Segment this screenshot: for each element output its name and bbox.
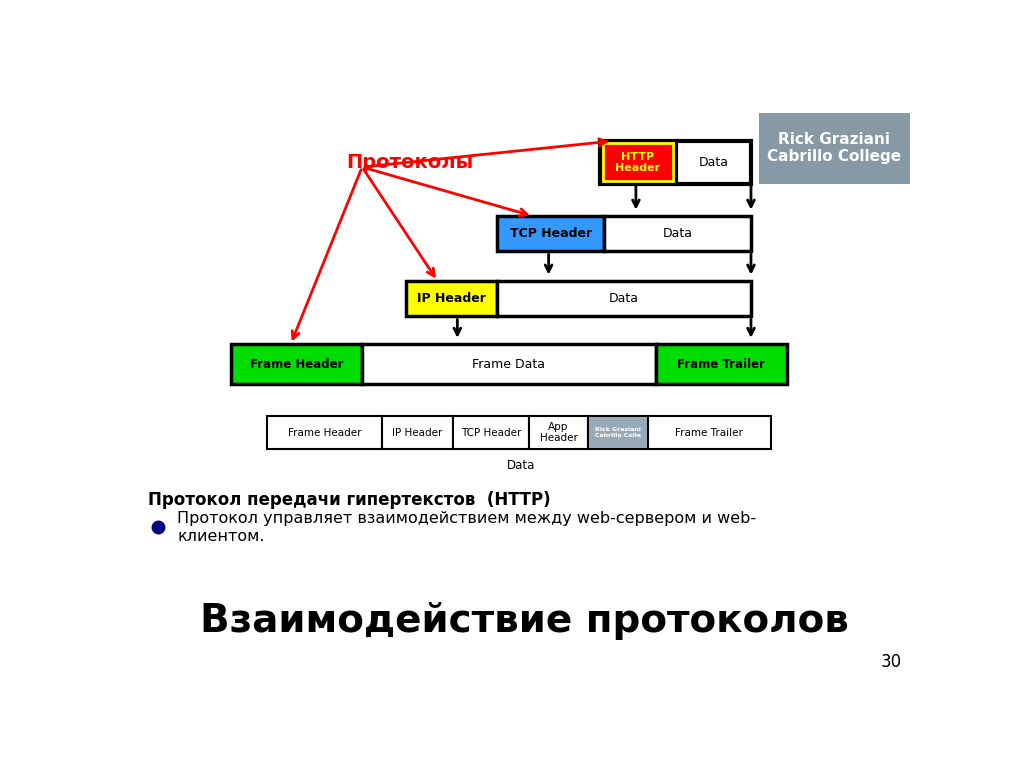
FancyBboxPatch shape	[362, 344, 655, 384]
Text: IP Header: IP Header	[417, 292, 485, 305]
FancyBboxPatch shape	[382, 416, 454, 449]
FancyBboxPatch shape	[676, 141, 751, 183]
FancyBboxPatch shape	[759, 113, 909, 183]
FancyBboxPatch shape	[589, 417, 647, 448]
FancyBboxPatch shape	[497, 281, 751, 317]
FancyBboxPatch shape	[588, 416, 648, 449]
FancyBboxPatch shape	[231, 344, 362, 384]
Text: Data: Data	[698, 156, 728, 169]
Text: Rick Graziani
Cabrillo Colle: Rick Graziani Cabrillo Colle	[595, 427, 641, 438]
Text: Взаимодействие протоколов: Взаимодействие протоколов	[201, 601, 849, 640]
FancyBboxPatch shape	[497, 216, 604, 252]
Text: 30: 30	[881, 653, 902, 671]
Text: Frame Header: Frame Header	[250, 357, 343, 370]
Text: TCP Header: TCP Header	[510, 227, 592, 240]
Text: Frame Trailer: Frame Trailer	[677, 357, 765, 370]
FancyBboxPatch shape	[406, 281, 497, 317]
Text: Data: Data	[507, 459, 535, 472]
Text: Data: Data	[663, 227, 692, 240]
Text: Протокол управляет взаимодействием между web-сервером и web-
клиентом.: Протокол управляет взаимодействием между…	[177, 511, 757, 544]
Text: TCP Header: TCP Header	[461, 427, 521, 437]
Text: Data: Data	[609, 292, 639, 305]
FancyBboxPatch shape	[528, 416, 588, 449]
Text: App
Header: App Header	[540, 422, 578, 443]
FancyBboxPatch shape	[267, 416, 382, 449]
FancyBboxPatch shape	[454, 416, 528, 449]
FancyBboxPatch shape	[648, 416, 771, 449]
Text: HTTP
Header: HTTP Header	[615, 152, 660, 173]
FancyBboxPatch shape	[655, 344, 786, 384]
Text: Протоколы: Протоколы	[346, 153, 473, 173]
Text: Frame Trailer: Frame Trailer	[676, 427, 743, 437]
Text: Rick Graziani
Cabrillo College: Rick Graziani Cabrillo College	[767, 132, 901, 164]
Text: Frame Data: Frame Data	[472, 357, 546, 370]
Text: IP Header: IP Header	[392, 427, 442, 437]
FancyBboxPatch shape	[600, 141, 676, 183]
Text: Frame Header: Frame Header	[288, 427, 361, 437]
Text: Протокол передачи гипертекстов  (НТТР): Протокол передачи гипертекстов (НТТР)	[147, 491, 551, 509]
FancyBboxPatch shape	[604, 216, 751, 252]
